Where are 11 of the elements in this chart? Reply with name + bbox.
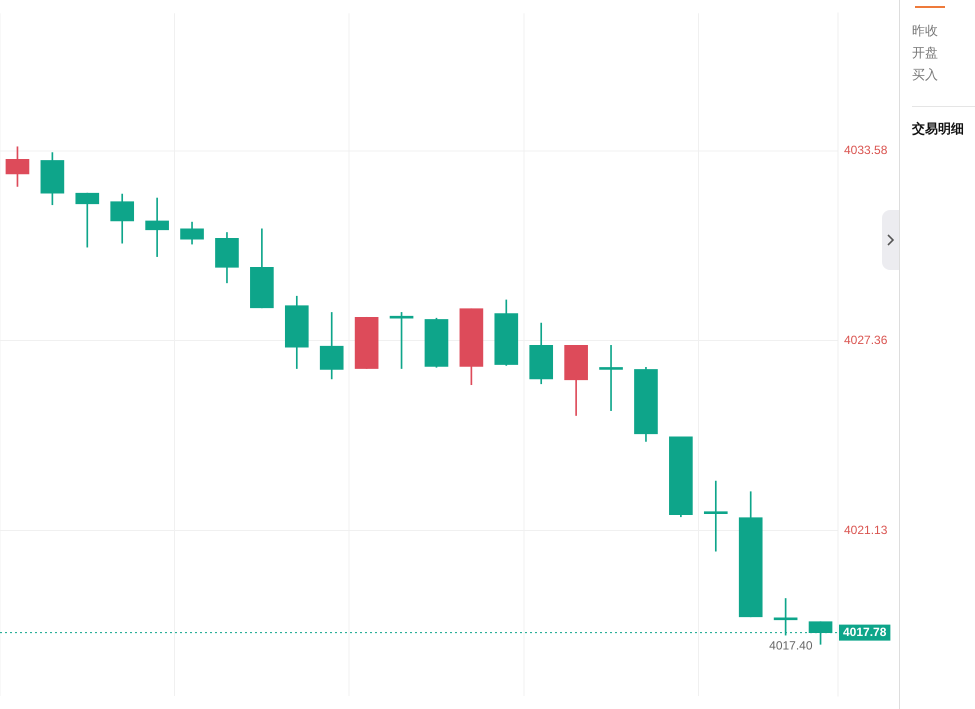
y-tick-label: 4027.36 [844, 332, 888, 347]
text: 买入 [912, 67, 938, 85]
y-tick-label: 4021.13 [844, 522, 888, 537]
ref-line-label: 4017.78 [843, 624, 887, 639]
text: 昨收 [912, 23, 938, 41]
candlestick [599, 345, 623, 411]
text: 交易明细 [912, 121, 964, 139]
y-tick-label: 4033.58 [844, 143, 888, 158]
annotation: 4017.40 [769, 638, 813, 653]
text: 开盘 [912, 45, 938, 63]
candlestick [390, 312, 414, 369]
